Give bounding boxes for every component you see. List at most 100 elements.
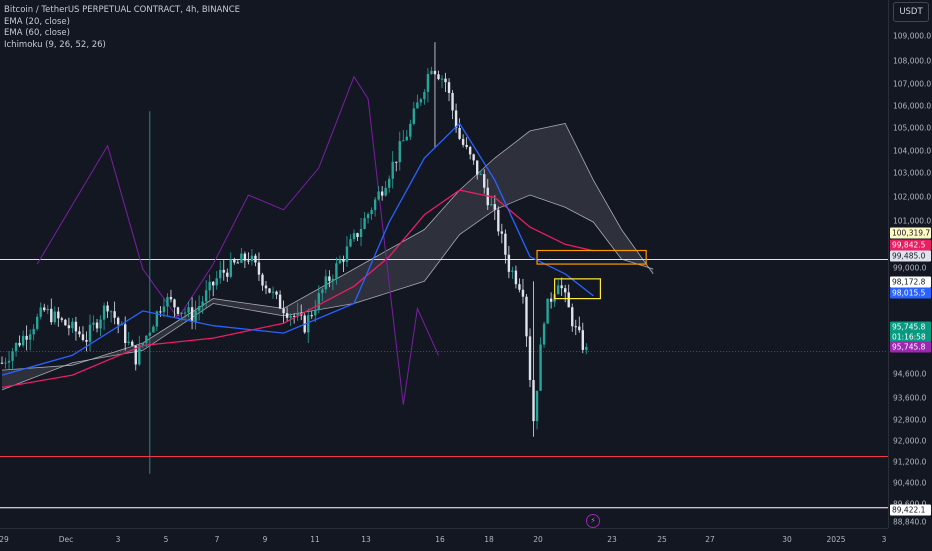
candle-body bbox=[556, 285, 560, 295]
candle-body bbox=[472, 154, 475, 161]
candle-body bbox=[317, 293, 320, 311]
legend-ema60[interactable]: EMA (60, close) bbox=[4, 28, 70, 38]
price-label: 89,422.1 bbox=[890, 504, 931, 516]
legend-symbol[interactable]: Bitcoin / TetherUS PERPETUAL CONTRACT, 4… bbox=[4, 5, 241, 15]
candle-body bbox=[14, 342, 18, 352]
candle-body bbox=[437, 74, 440, 80]
zone-box-1 bbox=[554, 278, 602, 300]
candle-body bbox=[514, 270, 518, 285]
candle-body bbox=[21, 335, 25, 346]
candle-body bbox=[507, 254, 511, 272]
candle-body bbox=[4, 362, 7, 364]
price-tick: 107,000.0 bbox=[893, 79, 932, 89]
candle-body bbox=[461, 138, 465, 145]
candle-body bbox=[190, 307, 194, 322]
candle-body bbox=[567, 292, 570, 308]
candle-body bbox=[564, 288, 567, 293]
time-tick: 25 bbox=[657, 535, 667, 544]
price-axis[interactable]: 109,000.0 108,000.0 107,000.0 106,000.0 105,… bbox=[888, 0, 932, 528]
candle-body bbox=[88, 324, 92, 342]
candle-body bbox=[53, 311, 56, 323]
candle-body bbox=[92, 322, 95, 325]
candle-body bbox=[416, 102, 419, 109]
candle-body bbox=[212, 281, 215, 286]
chart-legend: Bitcoin / TetherUS PERPETUAL CONTRACT, 4… bbox=[4, 5, 240, 51]
candle-body bbox=[342, 259, 345, 262]
candle-body bbox=[314, 310, 317, 316]
time-tick: 9 bbox=[262, 535, 268, 544]
candle-body bbox=[197, 306, 201, 311]
price-chart[interactable] bbox=[0, 0, 888, 528]
candle-body bbox=[99, 319, 102, 329]
price-tick: 105,000.0 bbox=[893, 123, 932, 133]
candle-body bbox=[497, 209, 500, 232]
chart-area[interactable]: Bitcoin / TetherUS PERPETUAL CONTRACT, 4… bbox=[0, 0, 888, 528]
candle-body bbox=[39, 307, 42, 317]
candle-body bbox=[349, 239, 352, 247]
candle-body bbox=[359, 228, 363, 238]
candle-body bbox=[440, 78, 444, 80]
ichimoku-span-a bbox=[1, 123, 654, 371]
candle-body bbox=[173, 299, 176, 308]
candle-body bbox=[370, 210, 373, 215]
currency-button[interactable]: USDT bbox=[893, 2, 929, 22]
candle-body bbox=[405, 136, 408, 141]
candle-body bbox=[500, 231, 504, 234]
candle-body bbox=[229, 259, 232, 277]
candle-body bbox=[204, 290, 208, 302]
candle-body bbox=[134, 345, 137, 365]
candle-body bbox=[43, 307, 46, 311]
candle-body bbox=[539, 344, 542, 391]
candle-body bbox=[131, 341, 134, 346]
time-tick: 29 bbox=[0, 535, 9, 544]
candle-body bbox=[106, 305, 109, 312]
candle-body bbox=[215, 278, 218, 286]
candle-body bbox=[518, 284, 521, 290]
candle-body bbox=[194, 310, 197, 322]
candle-body bbox=[560, 285, 563, 289]
flash-event-icon[interactable]: ⚡ bbox=[586, 514, 600, 528]
candle-body bbox=[25, 335, 28, 340]
candle-body bbox=[32, 328, 35, 335]
candle-body bbox=[275, 291, 278, 295]
candle-body bbox=[180, 312, 183, 314]
candle-body bbox=[377, 191, 380, 200]
legend-ichimoku[interactable]: Ichimoku (9, 26, 52, 26) bbox=[4, 39, 106, 50]
candle-body bbox=[426, 74, 430, 92]
candle-body bbox=[74, 321, 78, 332]
candle-body bbox=[490, 204, 493, 206]
candle-body bbox=[532, 380, 535, 422]
candle-body bbox=[535, 390, 539, 422]
candle-body bbox=[0, 362, 4, 364]
price-label: 95,745.8 bbox=[890, 321, 931, 333]
candle-body bbox=[282, 308, 285, 314]
price-label: 98,015.5 bbox=[890, 287, 931, 299]
candle-body bbox=[476, 160, 479, 175]
candle-body bbox=[352, 233, 356, 240]
time-tick: 3 bbox=[881, 535, 887, 544]
time-tick: 7 bbox=[214, 535, 220, 544]
candle-body bbox=[152, 326, 155, 333]
candle-body bbox=[525, 296, 528, 337]
candle-body bbox=[148, 332, 152, 336]
candle-body bbox=[226, 272, 229, 277]
candle-body bbox=[384, 187, 387, 196]
ichimoku-cloud bbox=[2, 123, 654, 390]
candle-body bbox=[141, 343, 144, 346]
time-tick: 23 bbox=[607, 535, 617, 544]
candle-body bbox=[419, 99, 423, 103]
candle-body bbox=[169, 296, 173, 300]
candle-body bbox=[571, 307, 574, 327]
time-tick: 5 bbox=[163, 535, 169, 544]
candle-body bbox=[127, 341, 130, 343]
candle-body bbox=[208, 281, 211, 291]
candle-body bbox=[511, 270, 514, 272]
candle-body bbox=[493, 204, 496, 210]
candle-body bbox=[278, 294, 282, 309]
candle-body bbox=[71, 321, 74, 329]
time-axis[interactable]: 29 Dec 3 5 7 9 11 13 16 18 20 23 25 27 30 2025 3 bbox=[0, 528, 888, 551]
legend-ema20[interactable]: EMA (20, close) bbox=[4, 16, 70, 27]
candle-body bbox=[444, 78, 447, 83]
candle-body bbox=[219, 269, 222, 279]
candle-body bbox=[247, 260, 250, 262]
